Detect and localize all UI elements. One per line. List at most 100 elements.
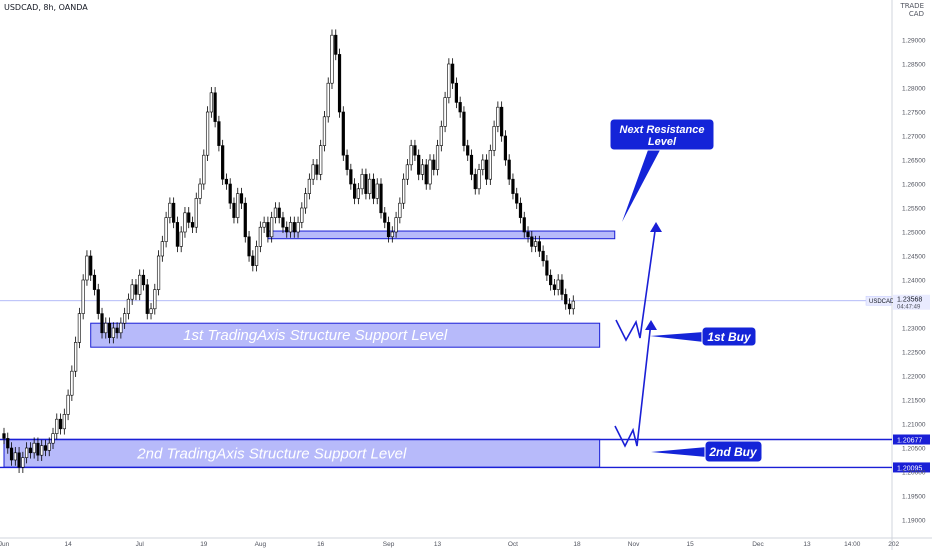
candle-body	[500, 106, 504, 137]
candle-body	[96, 289, 100, 314]
currency-code: CAD	[908, 10, 924, 18]
candle-body	[511, 178, 515, 194]
y-tick-label: 1.28500	[902, 62, 926, 69]
candle-body	[285, 226, 289, 233]
y-tick-label: 1.20000	[902, 470, 926, 477]
candle-body	[85, 255, 89, 281]
y-tick-label: 1.26000	[902, 182, 926, 189]
candle-body	[405, 164, 409, 180]
candle-body	[13, 452, 17, 461]
buy2-callout-tail	[651, 447, 707, 457]
candle-body	[262, 222, 266, 228]
candle-body	[107, 322, 112, 338]
symbol-tag-text: USDCAD	[869, 299, 895, 305]
candle-body	[277, 207, 281, 218]
candle-body	[353, 183, 357, 199]
candle-body	[100, 313, 104, 334]
candle-body	[481, 159, 485, 170]
candle-body	[160, 241, 164, 257]
candle-body	[190, 222, 195, 228]
candle-body	[413, 145, 417, 156]
x-tick-label: 202	[888, 541, 899, 548]
candle-body	[156, 255, 161, 290]
candle-body	[398, 202, 402, 218]
zone-label-2: 2nd TradingAxis Structure Support Level	[136, 445, 407, 462]
x-tick-label: 14:00	[844, 541, 861, 548]
y-tick-label: 1.19500	[902, 494, 926, 501]
x-tick-label: Aug	[255, 541, 267, 548]
candle-body	[66, 394, 70, 415]
candle-body	[349, 169, 353, 185]
level-tag-1	[893, 434, 930, 445]
candle-body	[337, 54, 342, 113]
candle-body	[273, 207, 278, 218]
candle-body	[130, 284, 134, 300]
candle-body	[420, 164, 425, 175]
candle-body	[556, 279, 560, 290]
candle-body	[239, 193, 244, 204]
candle-body	[526, 231, 530, 238]
candle-body	[549, 274, 553, 286]
candle-body	[6, 438, 10, 449]
candle-body	[518, 202, 523, 218]
candle-body	[484, 159, 489, 180]
resistance-callout-tail	[622, 150, 660, 222]
buy2-callout-text: 2nd Buy	[708, 445, 758, 459]
candle-body	[198, 183, 202, 199]
candle-body	[360, 174, 364, 190]
candle-body	[390, 231, 394, 238]
candle-body	[432, 159, 436, 170]
candle-body	[251, 255, 255, 266]
candle-body	[202, 154, 206, 185]
candle-body	[507, 159, 511, 180]
buy2-callout	[704, 440, 763, 463]
candle-body	[51, 433, 55, 444]
x-tick-label: Oct	[508, 541, 518, 548]
candle-body	[43, 445, 48, 451]
candle-body	[217, 121, 221, 146]
candle-body	[488, 150, 492, 180]
candle-body	[417, 154, 421, 175]
candle-body	[439, 126, 443, 146]
y-tick-label: 1.21000	[902, 422, 926, 429]
y-tick-label: 1.26500	[902, 158, 926, 165]
projection-path-2	[614, 321, 652, 448]
candle-body	[402, 178, 406, 204]
candle-body	[319, 145, 323, 175]
x-tick-label: Sep	[383, 541, 395, 548]
level-tag-2	[893, 462, 930, 473]
candle-body	[55, 418, 59, 434]
candle-body	[9, 447, 14, 461]
candle-body	[492, 126, 496, 151]
buy1-callout-tail	[650, 332, 704, 342]
resistance-callout	[609, 118, 715, 151]
candle-body	[300, 207, 304, 223]
level-value-1: 1.20677	[897, 438, 922, 445]
candle-body	[104, 322, 108, 334]
candle-body	[496, 106, 500, 127]
chart-title: USDCAD, 8h, OANDA	[4, 3, 88, 12]
y-tick-label: 1.21500	[902, 398, 926, 405]
candle-body	[47, 442, 51, 451]
candle-body	[368, 178, 372, 194]
candle-body	[17, 452, 21, 468]
candle-body	[145, 284, 149, 314]
candle-body	[545, 260, 549, 276]
y-tick-label: 1.27500	[902, 110, 926, 117]
y-tick-label: 1.20500	[902, 446, 926, 453]
x-tick-label: 16	[317, 541, 325, 548]
candle-body	[322, 116, 327, 146]
candle-body	[530, 236, 534, 247]
candle-body	[221, 145, 225, 180]
currency-label: TRADE CAD	[901, 2, 924, 18]
candle-body	[123, 313, 127, 324]
candle-body	[232, 202, 236, 218]
candle-body	[153, 289, 157, 310]
candle-body	[266, 222, 270, 238]
y-tick-label: 1.22500	[902, 350, 926, 357]
candle-body	[28, 447, 32, 454]
candle-body	[141, 274, 146, 286]
x-tick-label: 13	[434, 541, 442, 548]
